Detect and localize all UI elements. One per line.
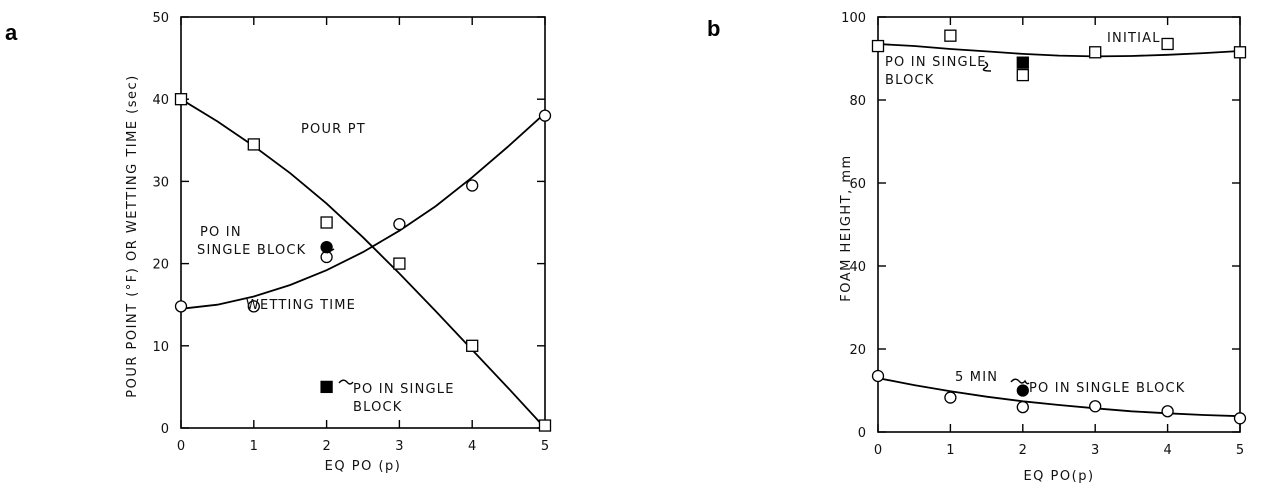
y-tick-label: 40 [849, 260, 866, 275]
y-tick-label: 20 [849, 343, 866, 358]
label-po-in-single-block-b: PO IN SINGLE BLOCK [1029, 381, 1186, 396]
data-point [393, 257, 406, 270]
y-tick-label: 0 [161, 422, 169, 437]
leader-b-filled-circle [1010, 378, 1030, 385]
x-tick-label: 0 [874, 443, 882, 458]
x-tick-label: 2 [322, 439, 330, 454]
y-tick-label: 50 [152, 11, 169, 26]
fit-curve [180, 98, 546, 429]
panel-b-axes: 0 1 2 3 4 5 0 20 40 60 80 100 EQ PO(p) FOAM HEIGHT, m… [839, 11, 1244, 484]
panel-b-points [871, 29, 1247, 425]
data-point [538, 109, 552, 122]
panel-b-fit-curves [877, 43, 1241, 418]
x-tick-label: 3 [1091, 443, 1099, 458]
x-tick-label: 2 [1019, 443, 1027, 458]
y-tick-label: 0 [858, 426, 866, 441]
special-point [320, 380, 333, 394]
data-point [320, 216, 333, 229]
x-axis-title: EQ PO(p) [1023, 469, 1094, 484]
data-point [1016, 68, 1029, 82]
panel-a-points [174, 93, 552, 432]
data-point [1016, 400, 1029, 414]
special-point [1016, 384, 1029, 397]
panel-a-fit-curves [180, 98, 546, 429]
x-tick-label: 5 [1236, 443, 1244, 458]
data-point [1233, 46, 1247, 59]
special-point [320, 241, 333, 254]
fit-curve [877, 377, 1241, 418]
data-point [944, 29, 957, 42]
data-point [1161, 37, 1174, 51]
y-tick-label: 20 [152, 258, 169, 273]
data-point [1089, 46, 1102, 59]
plot-frame [180, 16, 546, 429]
x-tick-label: 4 [1163, 443, 1171, 458]
data-point [466, 339, 479, 352]
data-point [871, 369, 885, 383]
x-tick-label: 1 [250, 439, 258, 454]
leader-a-filled-square [338, 379, 354, 385]
special-point [1016, 56, 1029, 69]
x-tick-label: 1 [946, 443, 954, 458]
data-point [393, 217, 406, 231]
y-tick-label: 80 [849, 94, 866, 109]
data-point [174, 300, 188, 313]
data-point [1089, 400, 1102, 413]
panel-a-annotations: POUR PT WETTING TIME PO IN SINGLE BLOCK … [197, 122, 455, 415]
panel-b-annotations: INITIAL PO IN SINGLE BLOCK 5 MIN PO IN S… [885, 31, 1186, 396]
y-tick-label: 30 [152, 175, 169, 190]
label-pour-pt: POUR PT [301, 122, 366, 137]
data-point [174, 93, 188, 106]
label-po-in-single-b: PO IN SINGLE [885, 55, 987, 70]
leader-a-filled-circle [326, 248, 335, 254]
x-axis-title: EQ PO (p) [325, 459, 402, 474]
data-point [247, 300, 260, 313]
data-point [1233, 412, 1247, 425]
label-initial: INITIAL [1107, 31, 1161, 46]
label-wetting-time: WETTING TIME [246, 298, 356, 313]
label-po-in-single: PO IN SINGLE [353, 382, 455, 397]
label-po-in: PO IN [200, 225, 242, 240]
plot-frame [877, 16, 1241, 433]
y-tick-label: 100 [841, 11, 866, 26]
label-block: BLOCK [353, 400, 403, 415]
label-single-block: SINGLE BLOCK [197, 243, 306, 258]
data-point [1161, 405, 1174, 418]
y-tick-label: 10 [152, 340, 169, 355]
y-axis-title: POUR POINT (°F) OR WETTING TIME (sec) [125, 74, 140, 398]
y-tick-label: 40 [152, 93, 169, 108]
label-5-min: 5 MIN [955, 370, 998, 385]
leader-b-filled-square [982, 61, 992, 72]
data-point [944, 391, 957, 404]
x-tick-label: 5 [541, 439, 549, 454]
data-point [871, 39, 885, 53]
data-point [538, 419, 552, 432]
y-axis-title: FOAM HEIGHT, mm [839, 154, 854, 301]
panel-b-letter: b [707, 16, 720, 41]
fit-curve [180, 112, 546, 310]
data-point [466, 179, 479, 192]
label-block-b: BLOCK [885, 73, 935, 88]
x-tick-label: 3 [395, 439, 403, 454]
panel-a-letter: a [5, 20, 18, 45]
data-point [247, 138, 260, 151]
fit-curve [877, 43, 1241, 58]
panel-b: b 0 1 2 3 4 5 0 20 40 60 80 100 EQ PO(p) FOAM HEIGHT,… [707, 11, 1247, 484]
x-tick-label: 4 [468, 439, 476, 454]
y-tick-label: 60 [849, 177, 866, 192]
x-tick-label: 0 [177, 439, 185, 454]
